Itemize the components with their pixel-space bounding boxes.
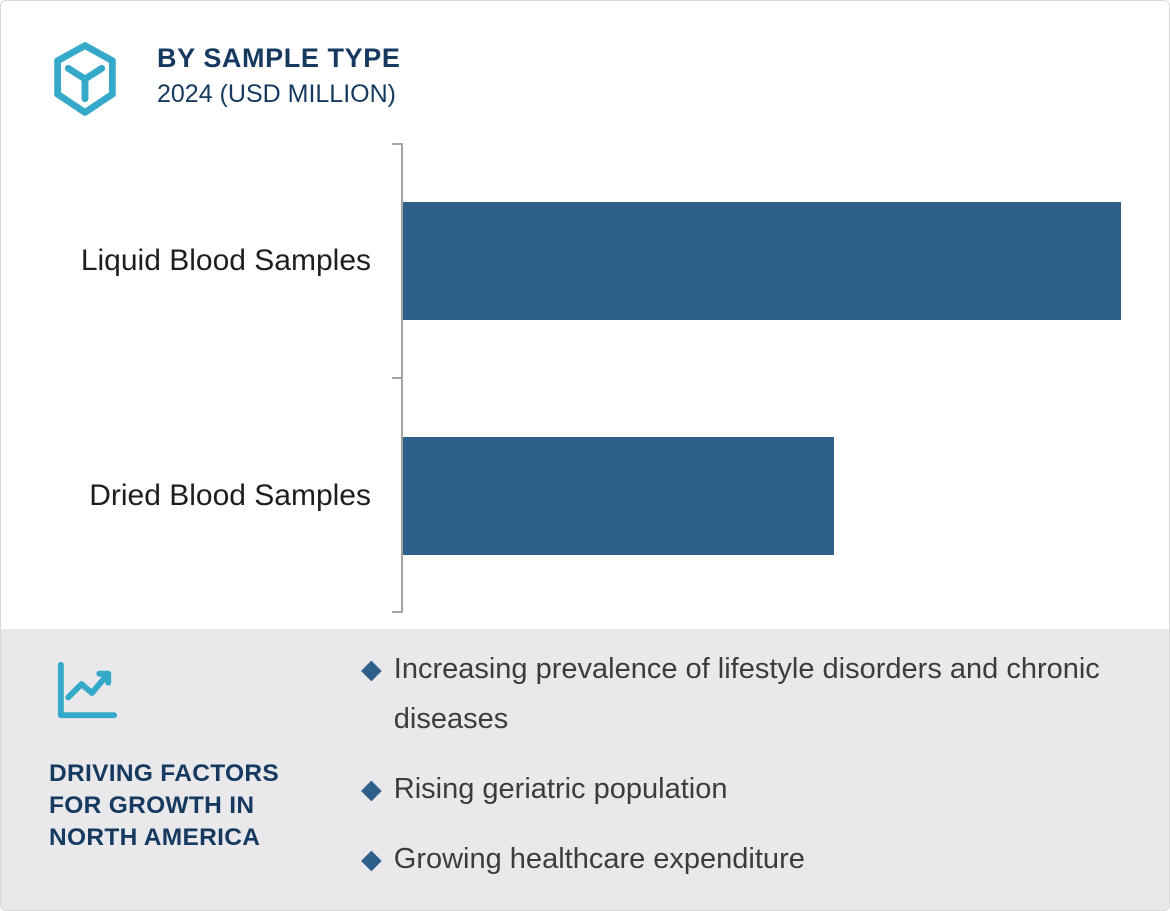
axis-tick [392, 143, 401, 145]
chart-title-block: BY SAMPLE TYPE 2024 (USD MILLION) [157, 41, 400, 109]
bar-track [403, 201, 1121, 320]
driving-factors-section: DRIVING FACTORS FOR GROWTH IN NORTH AMER… [1, 629, 1169, 910]
line-chart-icon [57, 661, 118, 719]
chart-title: BY SAMPLE TYPE [157, 43, 401, 73]
bar-track [403, 436, 1121, 555]
hexagon-molecule-icon [54, 42, 116, 116]
diamond-bullet-icon: ◆ [361, 654, 382, 684]
diamond-bullet-icon: ◆ [361, 843, 382, 874]
chart-subtitle: 2024 (USD MILLION) [157, 80, 396, 108]
driving-factor-text: Growing healthcare expenditure [393, 842, 805, 875]
driving-factor-item: ◆ Rising geriatric population [361, 765, 1129, 815]
axis-tick [392, 377, 401, 379]
bar-liquid-blood-samples [403, 201, 1121, 320]
diamond-bullet-icon: ◆ [361, 773, 382, 804]
bar-dried-blood-samples [403, 436, 834, 555]
y-axis-line [392, 143, 403, 613]
chart-header: BY SAMPLE TYPE 2024 (USD MILLION) [47, 41, 400, 117]
driving-factor-text: Rising geriatric population [393, 772, 728, 805]
driving-factors-left: DRIVING FACTORS FOR GROWTH IN NORTH AMER… [49, 653, 319, 854]
driving-factor-item: ◆ Growing healthcare expenditure [361, 835, 1129, 885]
driving-factors-list: ◆ Increasing prevalence of lifestyle dis… [361, 645, 1129, 905]
category-label: Dried Blood Samples [89, 478, 371, 512]
driving-factor-item: ◆ Increasing prevalence of lifestyle dis… [361, 645, 1129, 745]
bar-row-liquid-blood-samples: Liquid Blood Samples [1, 143, 1121, 378]
axis-tick [392, 611, 401, 613]
category-label: Liquid Blood Samples [80, 243, 371, 277]
bar-row-dried-blood-samples: Dried Blood Samples [1, 378, 1121, 613]
bar-chart: Liquid Blood Samples Dried Blood Samples [1, 143, 1121, 613]
driving-factors-heading: DRIVING FACTORS FOR GROWTH IN NORTH AMER… [49, 760, 280, 851]
driving-factor-text: Increasing prevalence of lifestyle disor… [393, 653, 1100, 735]
